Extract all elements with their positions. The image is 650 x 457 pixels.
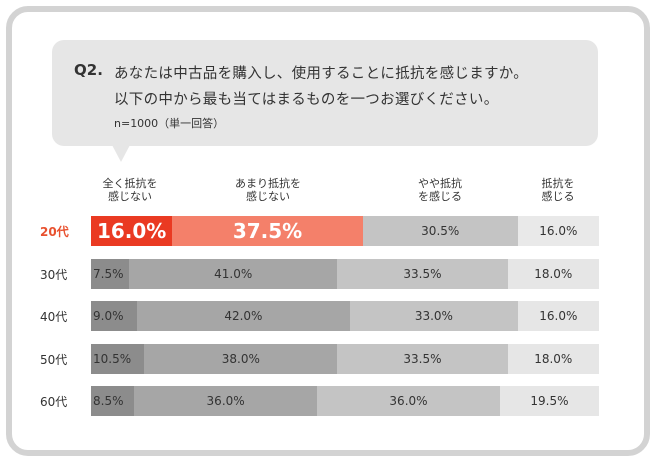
bar-segment-somewhat: 33.0% — [350, 301, 518, 331]
bar-segment-not-much: 41.0% — [129, 258, 338, 289]
category-label: 50代 — [40, 352, 68, 367]
bar-segment-resist: 18.0% — [507, 258, 599, 289]
bar-segment-not-at-all: 10.5% — [91, 343, 145, 374]
category-label: 40代 — [40, 310, 68, 324]
bar-segment-not-at-all: 8.5% — [91, 386, 135, 416]
category-label: 60代 — [40, 395, 68, 409]
question-number: Q2. — [74, 61, 103, 79]
legend-header-resist: 抵抗を 感じる — [541, 177, 575, 203]
bar-segment-somewhat: 33.5% — [337, 258, 508, 289]
question-sample-note: n=1000（単一回答） — [114, 117, 225, 130]
legend-header-somewhat: やや抵抗 を感じる — [418, 177, 462, 203]
bar-segment-not-much: 42.0% — [136, 301, 351, 331]
category-label: 20代 — [40, 225, 69, 239]
question-text-line1: あなたは中古品を購入し、使用することに抵抗を感じますか。 — [114, 66, 529, 82]
bar-row: 8.5% 36.0% 36.0% 19.5% — [91, 386, 599, 416]
bar-row: 9.0% 42.0% 33.0% 16.0% — [91, 301, 599, 331]
question-text-line2: 以下の中から最も当てはまるものを一つお選びください。 — [114, 92, 499, 108]
bar-row: 10.5% 38.0% 33.5% 18.0% — [91, 343, 599, 374]
bar-segment-somewhat: 33.5% — [337, 343, 508, 374]
bar-segment-somewhat: 36.0% — [317, 386, 500, 416]
bar-segment-resist: 16.0% — [517, 301, 599, 331]
bar-row: 16.0% 37.5% 30.5% 16.0% — [91, 216, 599, 246]
category-label: 30代 — [40, 267, 68, 282]
bar-segment-not-much: 36.0% — [134, 386, 318, 416]
bar-segment-resist: 19.5% — [499, 386, 599, 416]
bar-segment-resist: 16.0% — [517, 216, 599, 246]
bar-row: 7.5% 41.0% 33.5% 18.0% — [91, 258, 599, 289]
bar-segment-somewhat: 30.5% — [362, 216, 518, 246]
question-bubble — [52, 40, 598, 146]
bar-segment-not-much: 37.5% — [172, 216, 363, 246]
bar-segment-not-at-all: 16.0% — [91, 216, 173, 246]
bar-segment-not-much: 38.0% — [144, 343, 338, 374]
legend-header-not-much: あまり抵抗を 感じない — [235, 177, 301, 203]
bar-segment-not-at-all: 9.0% — [91, 301, 137, 331]
bar-segment-not-at-all: 7.5% — [91, 258, 130, 289]
legend-header-not-at-all: 全く抵抗を 感じない — [102, 177, 158, 203]
bar-segment-resist: 18.0% — [507, 343, 599, 374]
question-bubble-tail — [112, 145, 130, 162]
